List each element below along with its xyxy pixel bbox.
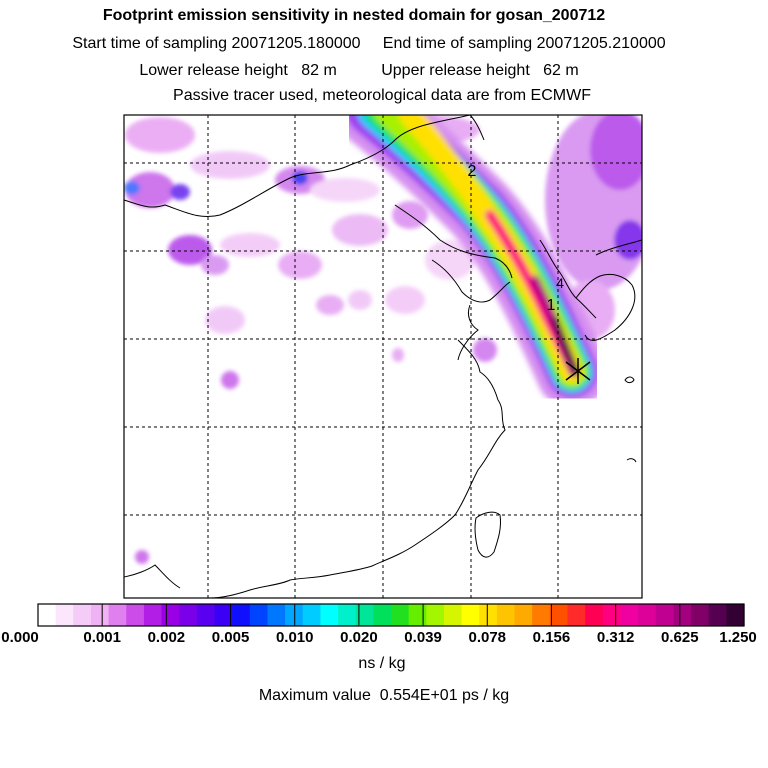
colorbar-swatch — [567, 604, 586, 626]
colorbar-swatch — [126, 604, 145, 626]
tracer-info: Passive tracer used, meteorological data… — [173, 87, 591, 104]
receptor-star-icon — [565, 358, 591, 384]
colorbar-swatch — [638, 604, 657, 626]
graticule — [124, 115, 642, 598]
colorbar-tick-label: 1.250 — [719, 629, 757, 646]
colorbar-swatch — [267, 604, 286, 626]
colorbar-tick-label: 0.010 — [275, 629, 314, 646]
colorbar-swatch — [338, 604, 357, 626]
colorbar-swatch — [532, 604, 551, 626]
colorbar-swatch — [479, 604, 498, 626]
trajectory-marker-1: 1 — [547, 297, 556, 314]
maximum-value: Maximum value 0.554E+01 ps / kg — [258, 687, 510, 704]
colorbar-swatch — [232, 604, 251, 626]
chart-title: Footprint emission sensitivity in nested… — [102, 7, 606, 24]
colorbar-swatch — [443, 604, 463, 626]
colorbar-swatch — [461, 604, 480, 626]
colorbar-tick-label: 0.078 — [468, 629, 507, 646]
sampling-times: Start time of sampling 20071205.180000 E… — [72, 35, 666, 52]
colorbar-tick-label: 0.001 — [83, 629, 121, 646]
colorbar-units: ns / kg — [358, 655, 406, 672]
colorbar-tick-label: 0.625 — [661, 629, 699, 646]
colorbar-swatch — [214, 604, 233, 626]
colorbar-swatch — [549, 604, 569, 626]
release-heights: Lower release height 82 m Upper release … — [139, 62, 579, 79]
colorbar-swatch — [408, 604, 427, 626]
colorbar-swatch — [514, 604, 533, 626]
colorbar-swatch — [196, 604, 216, 626]
colorbar-tick-label: 0.020 — [340, 629, 378, 646]
colorbar-swatch — [179, 604, 198, 626]
colorbar-tick-label: 0.002 — [147, 629, 186, 646]
colorbar-tick-label: 0.005 — [211, 629, 250, 646]
colorbar-swatch — [249, 604, 269, 626]
colorbar-swatch — [655, 604, 674, 626]
colorbar-swatch — [161, 604, 180, 626]
colorbar-swatch — [55, 604, 74, 626]
colorbar-swatch — [426, 604, 445, 626]
colorbar-tick-label: 0.039 — [404, 629, 442, 646]
colorbar-swatch — [320, 604, 339, 626]
colorbar-tick-label: 0.000 — [1, 629, 39, 646]
colorbar-swatch — [673, 604, 692, 626]
colorbar-frame — [37, 603, 745, 627]
colorbar-swatch — [73, 604, 92, 626]
colorbar-tick-label: 0.312 — [596, 629, 635, 646]
colorbar-swatch — [285, 604, 304, 626]
colorbar-swatch — [143, 604, 163, 626]
colorbar-swatch — [496, 604, 516, 626]
sensitivity-field: 2 1 4 — [124, 115, 642, 598]
colorbar-swatch — [391, 604, 410, 626]
colorbar-swatch — [302, 604, 321, 626]
map-frame — [123, 114, 643, 599]
colorbar-swatch — [108, 604, 127, 626]
colorbar-swatch — [708, 604, 727, 626]
colorbar-swatch — [620, 604, 639, 626]
colorbar-swatch — [38, 604, 57, 626]
colorbar-swatch — [726, 604, 745, 626]
coastlines — [124, 115, 642, 598]
colorbar-tick-label: 0.156 — [532, 629, 571, 646]
colorbar-swatch — [355, 604, 374, 626]
colorbar-swatch — [602, 604, 622, 626]
colorbar-swatch — [90, 604, 110, 626]
colorbar-swatch — [691, 604, 710, 626]
colorbar-swatch — [585, 604, 604, 626]
trajectory-marker-2: 2 — [468, 163, 477, 180]
trajectory-marker-4: 4 — [556, 275, 564, 291]
colorbar-swatch — [373, 604, 392, 626]
